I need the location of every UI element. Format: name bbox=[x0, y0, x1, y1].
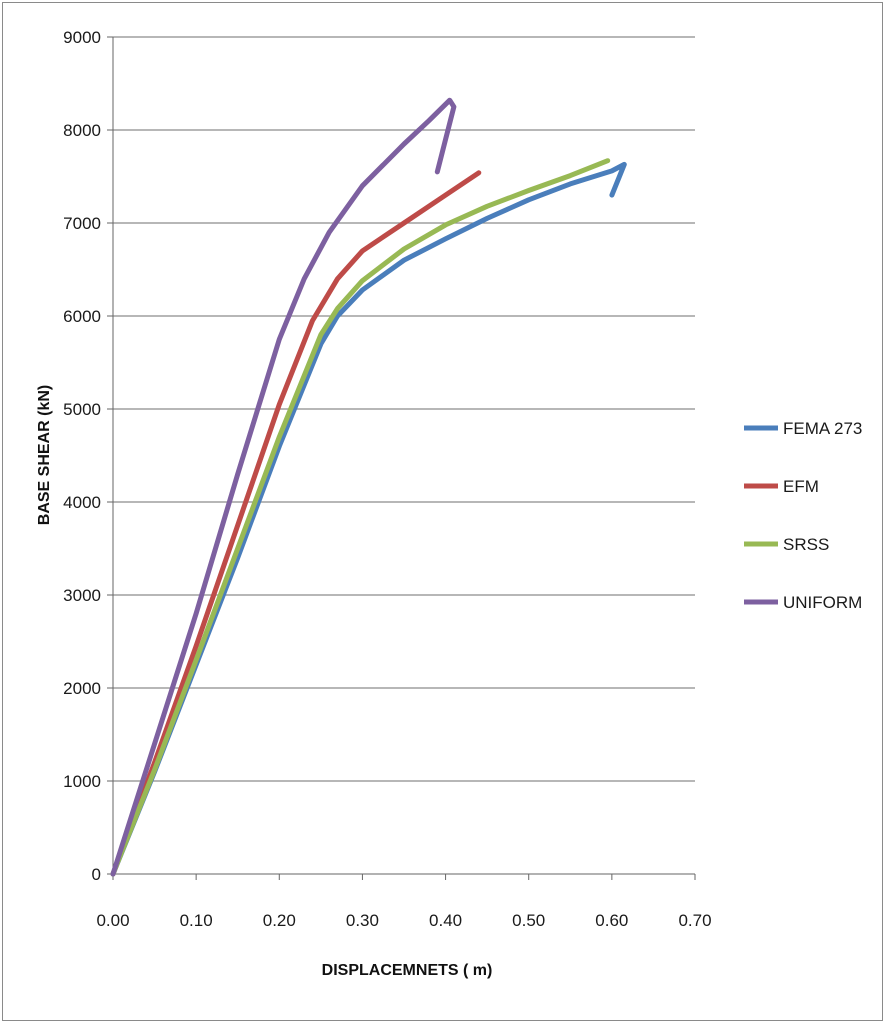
y-tick-label: 5000 bbox=[63, 400, 101, 419]
y-axis-title: BASE SHEAR (kN) bbox=[36, 385, 53, 525]
legend-item-srss: SRSS bbox=[744, 535, 829, 554]
y-tick-label: 7000 bbox=[63, 214, 101, 233]
legend-item-fema-273: FEMA 273 bbox=[744, 419, 862, 438]
legend-label: FEMA 273 bbox=[783, 419, 862, 438]
legend-item-efm: EFM bbox=[744, 477, 819, 496]
y-tick-label: 8000 bbox=[63, 121, 101, 140]
x-tick-label: 0.60 bbox=[595, 911, 628, 930]
x-tick-label: 0.50 bbox=[512, 911, 545, 930]
series-lines bbox=[110, 97, 627, 877]
x-tick-label: 0.30 bbox=[346, 911, 379, 930]
y-tick-label: 6000 bbox=[63, 307, 101, 326]
axes bbox=[112, 37, 695, 875]
x-tick-label: 0.10 bbox=[180, 911, 213, 930]
series-line-srss bbox=[110, 158, 611, 877]
x-tick-label: 0.70 bbox=[678, 911, 711, 930]
gridlines bbox=[107, 36, 696, 880]
legend-item-uniform: UNIFORM bbox=[744, 593, 862, 612]
legend-label: EFM bbox=[783, 477, 819, 496]
series-line-fema-273 bbox=[110, 161, 627, 877]
series-line-uniform bbox=[110, 97, 457, 877]
legend-label: UNIFORM bbox=[783, 593, 862, 612]
x-tick-label: 0.40 bbox=[429, 911, 462, 930]
x-axis-title: DISPLACEMNETS ( m) bbox=[322, 962, 493, 979]
x-tick-labels: 0.00 0.10 0.20 0.30 0.40 0.50 0.60 0.70 bbox=[96, 911, 711, 930]
x-tick-label: 0.00 bbox=[96, 911, 129, 930]
legend: FEMA 273 EFM SRSS UNIFORM bbox=[744, 419, 862, 612]
y-tick-label: 1000 bbox=[63, 772, 101, 791]
y-tick-label: 3000 bbox=[63, 586, 101, 605]
y-tick-label: 9000 bbox=[63, 28, 101, 47]
y-tick-label: 2000 bbox=[63, 679, 101, 698]
y-tick-label: 0 bbox=[92, 865, 101, 884]
series-line-efm bbox=[110, 170, 482, 877]
legend-label: SRSS bbox=[783, 535, 829, 554]
y-tick-label: 4000 bbox=[63, 493, 101, 512]
x-tick-label: 0.20 bbox=[263, 911, 296, 930]
y-tick-labels: 0 1000 2000 3000 4000 5000 6000 7000 8000 9000 bbox=[63, 28, 101, 884]
